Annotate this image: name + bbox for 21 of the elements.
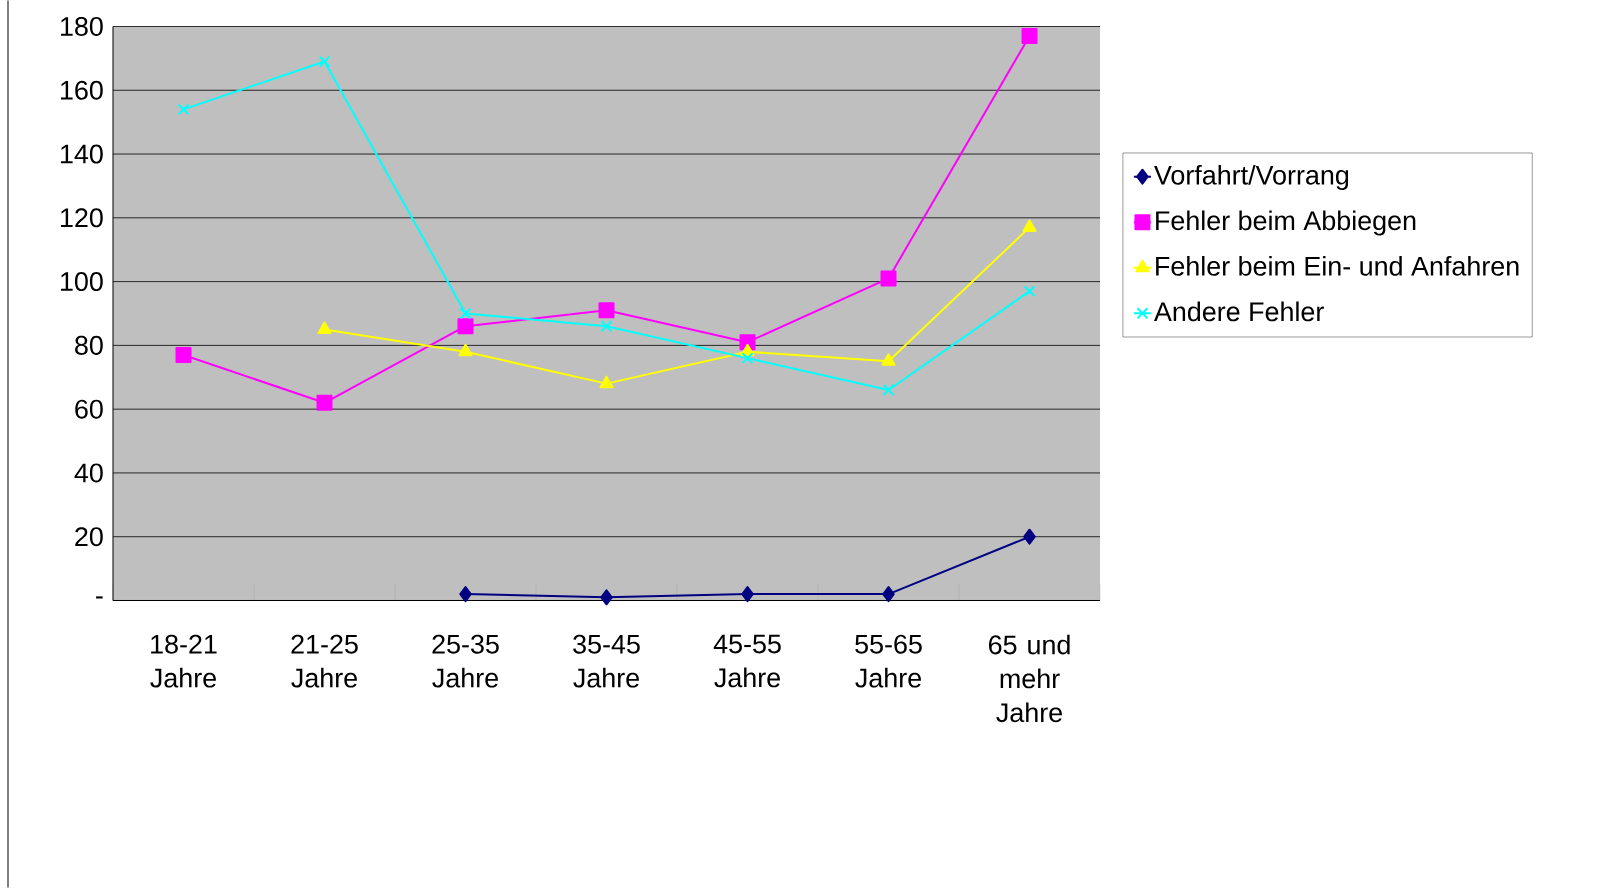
y-tick-label: 40 <box>74 463 103 483</box>
legend-label: Fehler beim Abbiegen <box>1156 210 1416 236</box>
y-tick-label: - <box>96 596 103 599</box>
x-tick-label: 65 und mehr Jahre <box>989 634 1070 723</box>
x-tick-label: 21-25 Jahre <box>291 634 358 688</box>
x-tick-label: 55-65 Jahre <box>855 634 922 688</box>
legend-label: Vorfahrt/Vorrang <box>1154 164 1349 191</box>
y-tick-label: 20 <box>75 527 103 547</box>
legend-label: Fehler beim Ein- und Anfahren <box>1156 255 1519 276</box>
x-tick-label: 35-45 Jahre <box>573 634 640 688</box>
y-tick-label: 180 <box>61 16 103 37</box>
legend-label: Andere Fehler <box>1153 301 1324 322</box>
x-tick-label: 25-35 Jahre <box>432 634 499 688</box>
x-tick-label: 45-55 Jahre <box>713 634 781 688</box>
y-tick-label: 140 <box>61 144 103 164</box>
y-tick-label: 120 <box>61 208 103 228</box>
y-tick-label: 100 <box>61 272 103 292</box>
x-tick-label: 18-21 Jahre <box>150 634 217 688</box>
y-tick-label: 80 <box>75 335 103 355</box>
y-tick-label: 160 <box>61 80 103 100</box>
y-tick-label: 60 <box>75 399 103 419</box>
